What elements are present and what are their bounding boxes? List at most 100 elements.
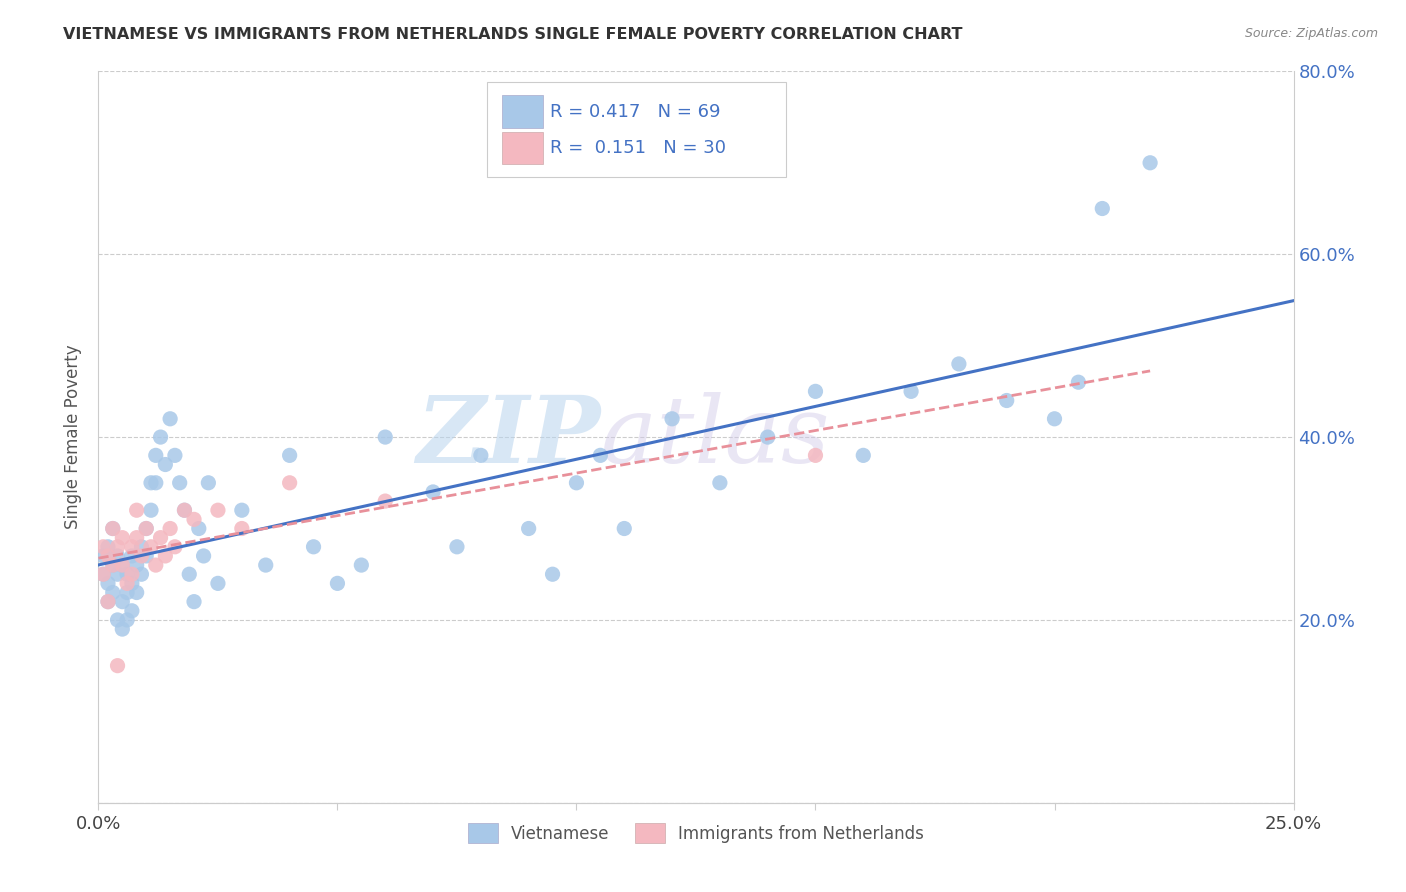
Point — [111, 558, 134, 573]
Point — [804, 384, 827, 399]
Point — [207, 576, 229, 591]
Point — [135, 521, 157, 535]
Point — [155, 549, 177, 563]
Point — [107, 567, 129, 582]
Point — [278, 448, 301, 462]
Point — [97, 576, 120, 591]
Point — [326, 576, 349, 591]
Point — [91, 540, 114, 554]
Point — [121, 549, 143, 563]
Text: R =  0.151   N = 30: R = 0.151 N = 30 — [550, 139, 725, 157]
Point — [948, 357, 970, 371]
Point — [139, 475, 162, 490]
Point — [107, 540, 129, 554]
Text: ZIP: ZIP — [416, 392, 600, 482]
Point — [101, 585, 124, 599]
Text: VIETNAMESE VS IMMIGRANTS FROM NETHERLANDS SINGLE FEMALE POVERTY CORRELATION CHAR: VIETNAMESE VS IMMIGRANTS FROM NETHERLAND… — [63, 27, 963, 42]
Point — [107, 549, 129, 563]
Point — [155, 458, 177, 472]
Point — [197, 475, 219, 490]
FancyBboxPatch shape — [486, 82, 786, 178]
Point — [131, 567, 153, 582]
Point — [145, 448, 167, 462]
Point — [193, 549, 215, 563]
Text: Source: ZipAtlas.com: Source: ZipAtlas.com — [1244, 27, 1378, 40]
Point — [207, 503, 229, 517]
Point — [995, 393, 1018, 408]
Point — [101, 558, 124, 573]
Point — [91, 549, 114, 563]
Point — [111, 558, 134, 573]
Point — [163, 448, 186, 462]
Point — [613, 521, 636, 535]
Point — [159, 412, 181, 426]
Point — [709, 475, 731, 490]
Point — [470, 448, 492, 462]
Point — [231, 503, 253, 517]
Point — [121, 540, 143, 554]
Point — [131, 540, 153, 554]
Point — [278, 475, 301, 490]
Legend: Vietnamese, Immigrants from Netherlands: Vietnamese, Immigrants from Netherlands — [461, 817, 931, 849]
Point — [121, 567, 143, 582]
Point — [115, 585, 138, 599]
Point — [121, 604, 143, 618]
Point — [565, 475, 588, 490]
Point — [107, 658, 129, 673]
Y-axis label: Single Female Poverty: Single Female Poverty — [65, 345, 83, 529]
Point — [131, 549, 153, 563]
Point — [107, 613, 129, 627]
Point — [101, 558, 124, 573]
Point — [183, 512, 205, 526]
Point — [852, 448, 875, 462]
Point — [1043, 412, 1066, 426]
Point — [1091, 202, 1114, 216]
Point — [169, 475, 191, 490]
Point — [115, 567, 138, 582]
Point — [374, 430, 396, 444]
Point — [115, 613, 138, 627]
Point — [661, 412, 683, 426]
Point — [91, 567, 114, 582]
Text: R = 0.417   N = 69: R = 0.417 N = 69 — [550, 103, 721, 120]
Point — [589, 448, 612, 462]
Point — [900, 384, 922, 399]
Point — [145, 558, 167, 573]
Point — [173, 503, 195, 517]
Point — [111, 622, 134, 636]
Point — [756, 430, 779, 444]
Point — [125, 503, 148, 517]
Point — [254, 558, 277, 573]
Point — [179, 567, 201, 582]
Point — [135, 521, 157, 535]
Point — [173, 503, 195, 517]
Point — [446, 540, 468, 554]
Point — [145, 475, 167, 490]
Point — [183, 594, 205, 608]
Point — [139, 540, 162, 554]
Point — [541, 567, 564, 582]
Point — [231, 521, 253, 535]
Point — [111, 594, 134, 608]
Point — [149, 430, 172, 444]
Point — [97, 594, 120, 608]
Point — [101, 521, 124, 535]
Point — [374, 494, 396, 508]
Point — [139, 503, 162, 517]
Point — [350, 558, 373, 573]
Point — [422, 485, 444, 500]
Text: atlas: atlas — [600, 392, 830, 482]
Point — [121, 576, 143, 591]
Point — [517, 521, 540, 535]
Point — [97, 540, 120, 554]
Point — [149, 531, 172, 545]
Point — [1067, 375, 1090, 389]
Point — [159, 521, 181, 535]
Point — [302, 540, 325, 554]
Point — [125, 531, 148, 545]
Point — [91, 567, 114, 582]
Point — [111, 531, 134, 545]
Point — [125, 558, 148, 573]
FancyBboxPatch shape — [502, 132, 543, 164]
Point — [97, 594, 120, 608]
